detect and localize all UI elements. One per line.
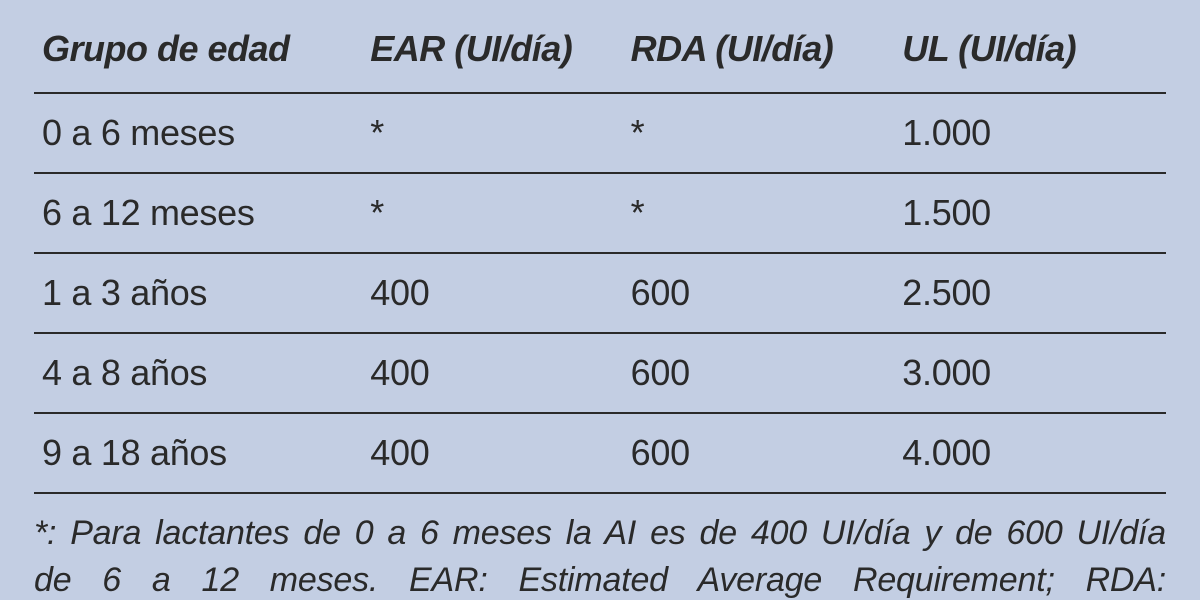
cell-age: 4 a 8 años [34, 333, 362, 413]
cell-ear: * [362, 93, 622, 173]
cell-rda: 600 [623, 333, 895, 413]
cell-age: 9 a 18 años [34, 413, 362, 493]
table-container: Grupo de edad EAR (UI/día) RDA (UI/día) … [0, 0, 1200, 600]
cell-ul: 1.000 [894, 93, 1166, 173]
cell-ul: 1.500 [894, 173, 1166, 253]
table-row: 6 a 12 meses * * 1.500 [34, 173, 1166, 253]
cell-ear: * [362, 173, 622, 253]
cell-rda: 600 [623, 253, 895, 333]
cell-ear: 400 [362, 253, 622, 333]
cell-age: 1 a 3 años [34, 253, 362, 333]
table-row: 4 a 8 años 400 600 3.000 [34, 333, 1166, 413]
col-header-age: Grupo de edad [34, 18, 362, 93]
cell-age: 6 a 12 meses [34, 173, 362, 253]
cell-age: 0 a 6 meses [34, 93, 362, 173]
table-row: 9 a 18 años 400 600 4.000 [34, 413, 1166, 493]
table-row: 1 a 3 años 400 600 2.500 [34, 253, 1166, 333]
table-footnote: *: Para lactantes de 0 a 6 meses la AI e… [34, 510, 1166, 600]
cell-rda: * [623, 173, 895, 253]
nutrient-intake-table: Grupo de edad EAR (UI/día) RDA (UI/día) … [34, 18, 1166, 494]
cell-ear: 400 [362, 413, 622, 493]
cell-ear: 400 [362, 333, 622, 413]
cell-rda: * [623, 93, 895, 173]
col-header-ul: UL (UI/día) [894, 18, 1166, 93]
cell-rda: 600 [623, 413, 895, 493]
col-header-ear: EAR (UI/día) [362, 18, 622, 93]
table-row: 0 a 6 meses * * 1.000 [34, 93, 1166, 173]
cell-ul: 2.500 [894, 253, 1166, 333]
cell-ul: 4.000 [894, 413, 1166, 493]
table-header-row: Grupo de edad EAR (UI/día) RDA (UI/día) … [34, 18, 1166, 93]
col-header-rda: RDA (UI/día) [623, 18, 895, 93]
cell-ul: 3.000 [894, 333, 1166, 413]
